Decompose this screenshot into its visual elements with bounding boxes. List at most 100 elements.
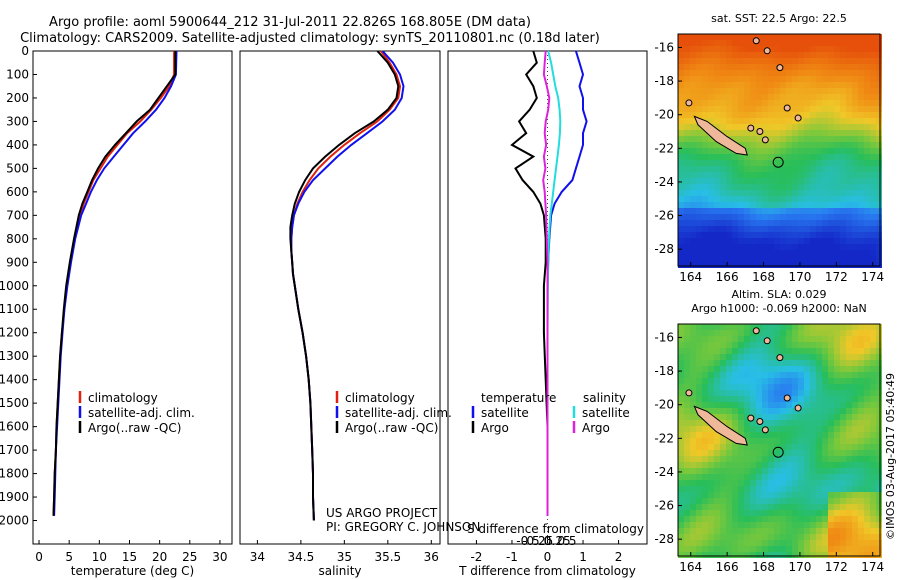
heatmap-cell: [762, 166, 768, 172]
heatmap-cell: [732, 510, 738, 516]
heatmap-cell: [792, 432, 798, 438]
heatmap-cell: [840, 136, 846, 142]
heatmap-cell: [768, 52, 774, 58]
heatmap-cell: [792, 202, 798, 208]
heatmap-cell: [762, 88, 768, 94]
x-tick-label: 166: [716, 270, 739, 284]
heatmap-cell: [792, 504, 798, 510]
heatmap-cell: [798, 238, 804, 244]
heatmap-cell: [834, 324, 840, 330]
heatmap-cell: [840, 100, 846, 106]
heatmap-cell: [714, 148, 720, 154]
heatmap-cell: [840, 190, 846, 196]
heatmap-cell: [768, 462, 774, 468]
heatmap-cell: [768, 130, 774, 136]
heatmap-cell: [810, 432, 816, 438]
heatmap-cell: [780, 94, 786, 100]
heatmap-cell: [828, 82, 834, 88]
heatmap-cell: [720, 522, 726, 528]
heatmap-cell: [756, 196, 762, 202]
heatmap-cell: [678, 354, 684, 360]
heatmap-cell: [732, 462, 738, 468]
heatmap-cell: [738, 88, 744, 94]
heatmap-cell: [798, 336, 804, 342]
heatmap-cell: [786, 516, 792, 522]
heatmap-cell: [708, 148, 714, 154]
heatmap-cell: [678, 552, 684, 558]
heatmap-cell: [714, 214, 720, 220]
sla-map-panel: 164 166 168 170 172 174-16-18-20-22-24-26-28A…: [654, 288, 884, 574]
heatmap-cell: [696, 534, 702, 540]
heatmap-cell: [738, 504, 744, 510]
heatmap-cell: [696, 396, 702, 402]
heatmap-cell: [768, 136, 774, 142]
heatmap-cell: [822, 220, 828, 226]
legend-label: Argo: [582, 421, 610, 435]
heatmap-cell: [822, 372, 828, 378]
heatmap-cell: [846, 372, 852, 378]
heatmap-cell: [690, 184, 696, 190]
x-axis-label: T difference from climatology: [458, 564, 636, 578]
heatmap-cell: [780, 360, 786, 366]
heatmap-cell: [720, 450, 726, 456]
heatmap-cell: [732, 456, 738, 462]
heatmap-cell: [852, 414, 858, 420]
heatmap-cell: [828, 70, 834, 76]
heatmap-cell: [696, 178, 702, 184]
heatmap-cell: [702, 250, 708, 256]
map-title: sat. SST: 22.5 Argo: 22.5: [711, 12, 847, 25]
heatmap-cell: [774, 540, 780, 546]
heatmap-cell: [786, 348, 792, 354]
heatmap-cell: [840, 546, 846, 552]
heatmap-cell: [756, 456, 762, 462]
heatmap-cell: [858, 58, 864, 64]
heatmap-cell: [774, 342, 780, 348]
heatmap-cell: [834, 462, 840, 468]
heatmap-cell: [876, 184, 882, 190]
heatmap-cell: [690, 88, 696, 94]
heatmap-cell: [804, 112, 810, 118]
heatmap-cell: [690, 70, 696, 76]
heatmap-cell: [822, 336, 828, 342]
heatmap-cell: [804, 402, 810, 408]
heatmap-cell: [876, 546, 882, 552]
heatmap-cell: [690, 360, 696, 366]
heatmap-cell: [876, 250, 882, 256]
heatmap-cell: [798, 226, 804, 232]
heatmap-cell: [828, 426, 834, 432]
heatmap-cell: [708, 112, 714, 118]
map-subtitle: Argo h1000: -0.069 h2000: NaN: [691, 302, 867, 315]
heatmap-cell: [792, 342, 798, 348]
heatmap-cell: [870, 88, 876, 94]
heatmap-cell: [744, 414, 750, 420]
heatmap-cell: [696, 166, 702, 172]
x2-tick-label: 0.25: [544, 534, 571, 548]
heatmap-cell: [702, 540, 708, 546]
heatmap-cell: [828, 402, 834, 408]
heatmap-cell: [678, 450, 684, 456]
heatmap-cell: [822, 528, 828, 534]
heatmap-cell: [798, 480, 804, 486]
heatmap-cell: [696, 336, 702, 342]
heatmap-cell: [720, 486, 726, 492]
heatmap-cell: [876, 232, 882, 238]
heatmap-cell: [678, 498, 684, 504]
heatmap-cell: [852, 184, 858, 190]
heatmap-cell: [816, 498, 822, 504]
heatmap-cell: [840, 390, 846, 396]
heatmap-cell: [732, 46, 738, 52]
heatmap-cell: [702, 262, 708, 268]
heatmap-cell: [792, 256, 798, 262]
heatmap-cell: [750, 456, 756, 462]
heatmap-cell: [864, 468, 870, 474]
heatmap-cell: [678, 492, 684, 498]
heatmap-cell: [876, 46, 882, 52]
heatmap-cell: [786, 354, 792, 360]
heatmap-cell: [834, 444, 840, 450]
heatmap-cell: [684, 522, 690, 528]
heatmap-cell: [696, 462, 702, 468]
heatmap-cell: [816, 432, 822, 438]
heatmap-cell: [768, 34, 774, 40]
heatmap-cell: [756, 546, 762, 552]
heatmap-cell: [810, 510, 816, 516]
